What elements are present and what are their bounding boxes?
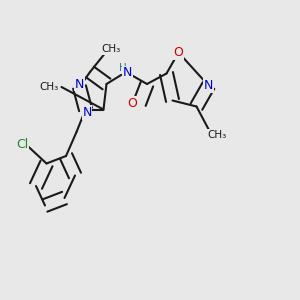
- Text: N: N: [123, 66, 133, 80]
- Text: O: O: [127, 97, 137, 110]
- Text: Cl: Cl: [16, 137, 28, 151]
- Text: N: N: [82, 106, 92, 119]
- Text: N: N: [75, 77, 84, 91]
- Text: N: N: [204, 79, 213, 92]
- Text: CH₃: CH₃: [101, 44, 121, 55]
- Text: O: O: [174, 46, 183, 59]
- Text: CH₃: CH₃: [208, 130, 227, 140]
- Text: CH₃: CH₃: [39, 82, 58, 92]
- Text: H: H: [118, 63, 126, 73]
